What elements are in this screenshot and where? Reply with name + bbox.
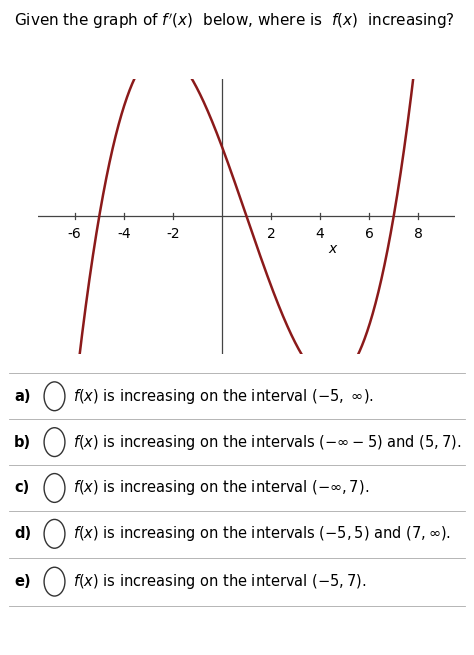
- Text: $f(x)$ is increasing on the interval $(-\infty, 7)$.: $f(x)$ is increasing on the interval $(-…: [73, 478, 370, 498]
- Text: $f(x)$ is increasing on the intervals $(-5, 5)$ and $(7, \infty)$.: $f(x)$ is increasing on the intervals $(…: [73, 524, 452, 544]
- Text: -2: -2: [166, 227, 180, 241]
- Text: -6: -6: [68, 227, 82, 241]
- Text: e): e): [14, 574, 31, 589]
- Text: $f(x)$ is increasing on the intervals $(-\infty - 5)$ and $(5, 7)$.: $f(x)$ is increasing on the intervals $(…: [73, 432, 462, 452]
- Text: Given the graph of $f'(x)$  below, where is  $f(x)$  increasing?: Given the graph of $f'(x)$ below, where …: [14, 12, 455, 31]
- Text: $f(x)$ is increasing on the interval $(-5, 7)$.: $f(x)$ is increasing on the interval $(-…: [73, 572, 367, 591]
- Text: 2: 2: [267, 227, 275, 241]
- Text: 8: 8: [414, 227, 423, 241]
- Text: b): b): [14, 435, 31, 449]
- Text: -4: -4: [117, 227, 131, 241]
- Text: a): a): [14, 389, 31, 403]
- Text: 6: 6: [365, 227, 374, 241]
- Text: x: x: [328, 242, 337, 256]
- Text: d): d): [14, 527, 31, 541]
- Text: 4: 4: [316, 227, 325, 241]
- Text: $f(x)$ is increasing on the interval $(-5,\ \infty)$.: $f(x)$ is increasing on the interval $(-…: [73, 386, 374, 406]
- Text: c): c): [14, 481, 29, 495]
